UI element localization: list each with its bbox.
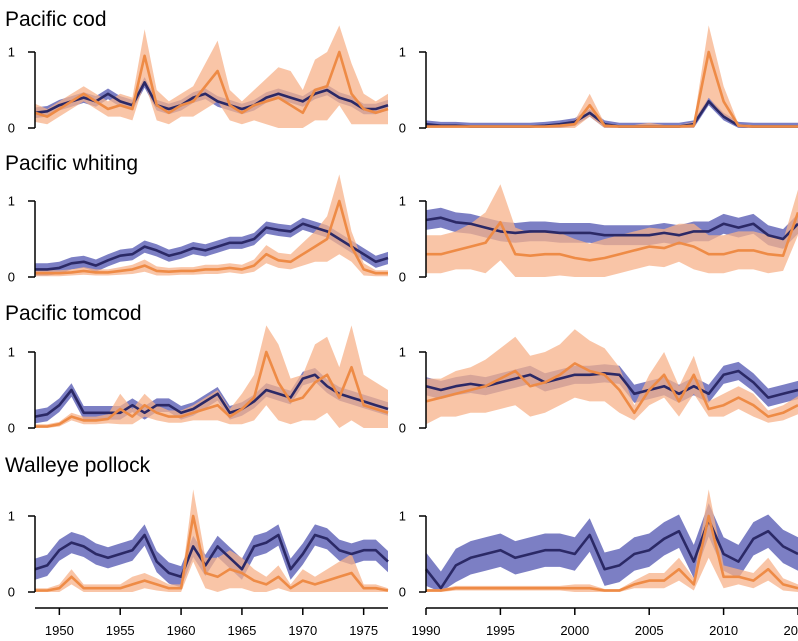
- y-tick-label: 1: [399, 194, 406, 209]
- x-tick-label: 2015: [784, 623, 798, 638]
- y-tick-label: 1: [399, 45, 406, 60]
- panel-walleye-pollock-right: 01: [399, 489, 798, 600]
- y-tick-label: 0: [8, 585, 15, 600]
- x-tick-label: 1965: [227, 623, 256, 638]
- panel-title-pacific-tomcod: Pacific tomcod: [5, 302, 142, 325]
- y-tick-label: 0: [399, 121, 406, 136]
- orange-uncertainty-band: [35, 325, 388, 428]
- y-tick-label: 1: [8, 345, 15, 360]
- y-tick-label: 0: [399, 585, 406, 600]
- panel-title-pacific-cod: Pacific cod: [5, 8, 107, 31]
- y-tick-label: 0: [399, 421, 406, 436]
- blue-uncertainty-band: [426, 97, 798, 128]
- orange-series-line: [35, 199, 388, 275]
- x-axis-left: 1950 1955 1960 1965 1970 1975: [35, 607, 388, 638]
- orange-uncertainty-band: [426, 25, 798, 128]
- blue-uncertainty-band: [35, 217, 388, 276]
- x-tick-label: 1955: [106, 623, 135, 638]
- panel-title-walleye-pollock: Walleye pollock: [5, 454, 151, 477]
- y-tick-label: 0: [8, 270, 15, 285]
- blue-series-line: [34, 373, 389, 418]
- y-tick-label: 0: [8, 421, 15, 436]
- y-tick-label: 1: [8, 509, 15, 524]
- x-tick-label: 1990: [412, 623, 441, 638]
- panel-pacific-whiting-right: 01: [399, 184, 798, 285]
- y-tick-label: 0: [8, 121, 15, 136]
- x-tick-label: 1950: [45, 623, 74, 638]
- x-tick-label: 1975: [349, 623, 378, 638]
- orange-series-line: [426, 514, 798, 592]
- y-tick-label: 1: [8, 194, 15, 209]
- blue-series-line: [425, 216, 798, 241]
- x-tick-label: 2010: [709, 623, 738, 638]
- x-tick-label: 1995: [486, 623, 515, 638]
- orange-series-line: [34, 50, 389, 118]
- panel-title-pacific-whiting: Pacific whiting: [5, 152, 138, 175]
- x-tick-label: 1970: [288, 623, 317, 638]
- x-axis-right: 1990 1995 2000 2005 2010 2015: [412, 607, 798, 638]
- panel-pacific-cod-right: 01: [399, 25, 798, 136]
- orange-uncertainty-band: [35, 174, 388, 277]
- orange-uncertainty-band: [426, 489, 798, 592]
- blue-series-line: [34, 533, 389, 579]
- x-tick-label: 2005: [635, 623, 664, 638]
- orange-series-line: [426, 211, 798, 262]
- x-tick-label: 1960: [167, 623, 196, 638]
- orange-uncertainty-band: [35, 489, 388, 592]
- y-tick-label: 1: [399, 509, 406, 524]
- orange-series-line: [35, 514, 389, 592]
- panel-pacific-cod-left: 01: [8, 25, 389, 136]
- y-tick-label: 0: [399, 270, 406, 285]
- panel-pacific-whiting-left: 01: [8, 174, 389, 285]
- orange-series-line: [35, 350, 389, 428]
- x-tick-label: 2000: [560, 623, 589, 638]
- y-tick-label: 1: [8, 45, 15, 60]
- y-tick-label: 1: [399, 345, 406, 360]
- panel-walleye-pollock-left: 01: [8, 489, 389, 600]
- blue-series-line: [424, 518, 798, 590]
- panel-pacific-tomcod-right: 01: [399, 329, 798, 436]
- panel-pacific-tomcod-left: 01: [8, 325, 389, 436]
- orange-series-line: [425, 362, 798, 418]
- orange-series-line: [426, 50, 798, 128]
